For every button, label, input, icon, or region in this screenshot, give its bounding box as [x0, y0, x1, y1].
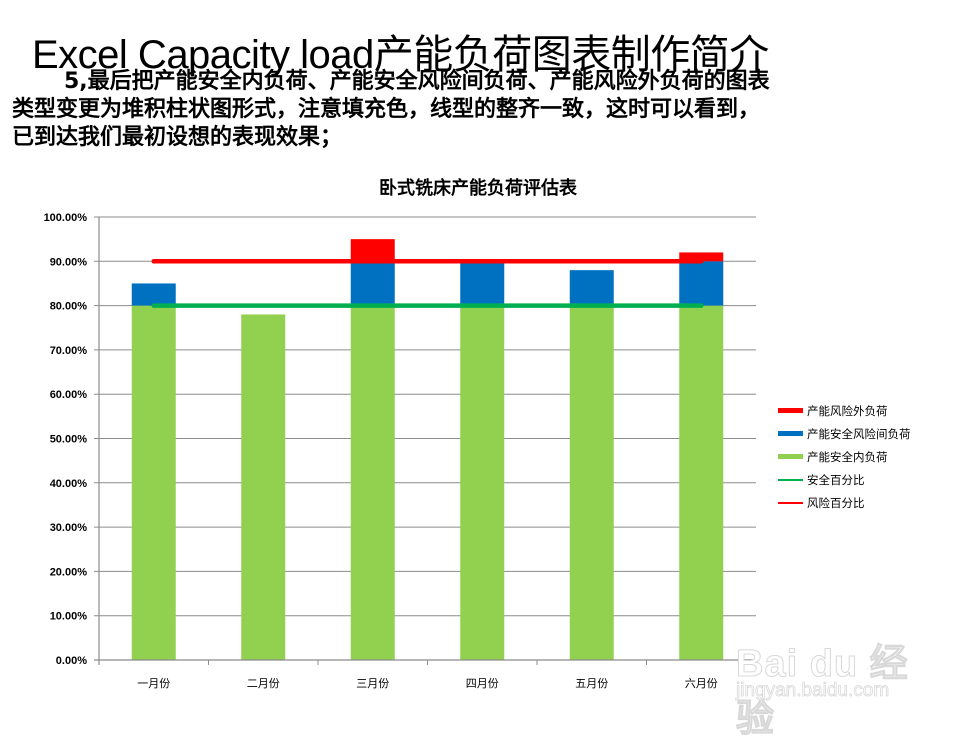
legend-item: 安全百分比 — [778, 468, 911, 491]
chart-title-text: 卧式铣床产能负荷评估表 — [379, 178, 577, 199]
bar-segment — [679, 252, 724, 262]
y-tick-label: 100.00% — [44, 212, 88, 224]
bar-segment — [350, 305, 395, 660]
stacked-bar-chart: 0.00% 10.00% 20.00% 30.00% 40.00% 50.00% 60.00… — [44, 212, 757, 690]
x-tick-label: 六月份 — [685, 677, 718, 690]
x-tick-label: 二月份 — [247, 677, 280, 690]
y-tick-label: 10.00% — [50, 611, 88, 623]
slide-title: Excel Capacity load产能负荷图表制作简介 — [32, 33, 769, 77]
legend-swatch-icon — [778, 478, 803, 481]
legend-label: 风险百分比 — [807, 495, 865, 510]
legend-swatch-icon — [778, 408, 803, 413]
chart-title: 卧式铣床产能负荷评估表 — [0, 174, 960, 200]
bar-segment — [350, 261, 395, 306]
body-line-2: 类型变更为堆积柱状图形式，注意填充色，线型的整齐一致，这时可以看到， — [12, 97, 761, 122]
bar-segment — [131, 305, 176, 660]
y-tick-label: 0.00% — [56, 655, 87, 667]
baidu-watermark: Bai du 经验 jingyan.baidu.com — [736, 618, 936, 741]
bar-segment — [350, 239, 395, 262]
y-tick-label: 90.00% — [50, 256, 88, 268]
legend-label: 产能安全内负荷 — [807, 449, 888, 464]
chart-legend: 产能风险外负荷产能安全风险间负荷 产能安全内负荷 安全百分比风险百分比 — [778, 399, 911, 514]
slide-body-text: 5,最后把产能安全内负荷、产能安全风险间负荷、产能风险外负荷的图表 类型变更为堆… — [12, 68, 942, 152]
bar-segment — [460, 261, 505, 306]
bars — [131, 239, 724, 660]
bar-segment — [679, 261, 724, 306]
reference-lines — [151, 259, 704, 308]
legend-swatch-icon — [778, 454, 803, 459]
legend-item: 产能安全内负荷 — [778, 445, 911, 468]
gridlines — [94, 216, 756, 661]
y-tick-label: 50.00% — [50, 434, 88, 446]
legend-label: 产能风险外负荷 — [807, 403, 888, 418]
y-tick-label: 60.00% — [50, 389, 88, 401]
y-tick-label: 30.00% — [50, 522, 88, 534]
body-line-1-text: 5,最后把产能安全内负荷、产能安全风险间负荷、产能风险外负荷的图表 — [64, 69, 770, 94]
legend-item: 产能安全风险间负荷 — [778, 422, 911, 445]
legend-item: 产能风险外负荷 — [778, 399, 911, 422]
x-tick-label: 三月份 — [356, 677, 389, 690]
axes: 0.00% 10.00% 20.00% 30.00% 40.00% 50.00% 60.00… — [44, 212, 757, 690]
legend-item: 风险百分比 — [778, 491, 911, 514]
bar-segment — [569, 305, 614, 660]
watermark-url: jingyan.baidu.com — [736, 680, 890, 702]
x-tick-label: 四月份 — [466, 677, 499, 690]
x-tick-label: 五月份 — [575, 677, 608, 690]
bar-segment — [569, 270, 614, 306]
bar-segment — [679, 305, 724, 660]
body-line-3: 已到达我们最初设想的表现效果； — [12, 125, 343, 150]
y-tick-label: 40.00% — [50, 478, 88, 490]
y-tick-label: 70.00% — [50, 345, 88, 357]
legend-swatch-icon — [778, 431, 803, 436]
y-tick-label: 80.00% — [50, 301, 88, 313]
y-tick-label: 20.00% — [50, 566, 88, 578]
bar-segment — [131, 283, 176, 306]
legend-label: 产能安全风险间负荷 — [807, 426, 911, 441]
legend-label: 安全百分比 — [807, 472, 865, 487]
x-tick-label: 一月份 — [137, 677, 170, 690]
legend-swatch-icon — [778, 501, 803, 504]
bar-segment — [460, 305, 505, 660]
bar-segment — [241, 314, 286, 660]
body-line-1: 5,最后把产能安全内负荷、产能安全风险间负荷、产能风险外负荷的图表 — [12, 68, 942, 96]
